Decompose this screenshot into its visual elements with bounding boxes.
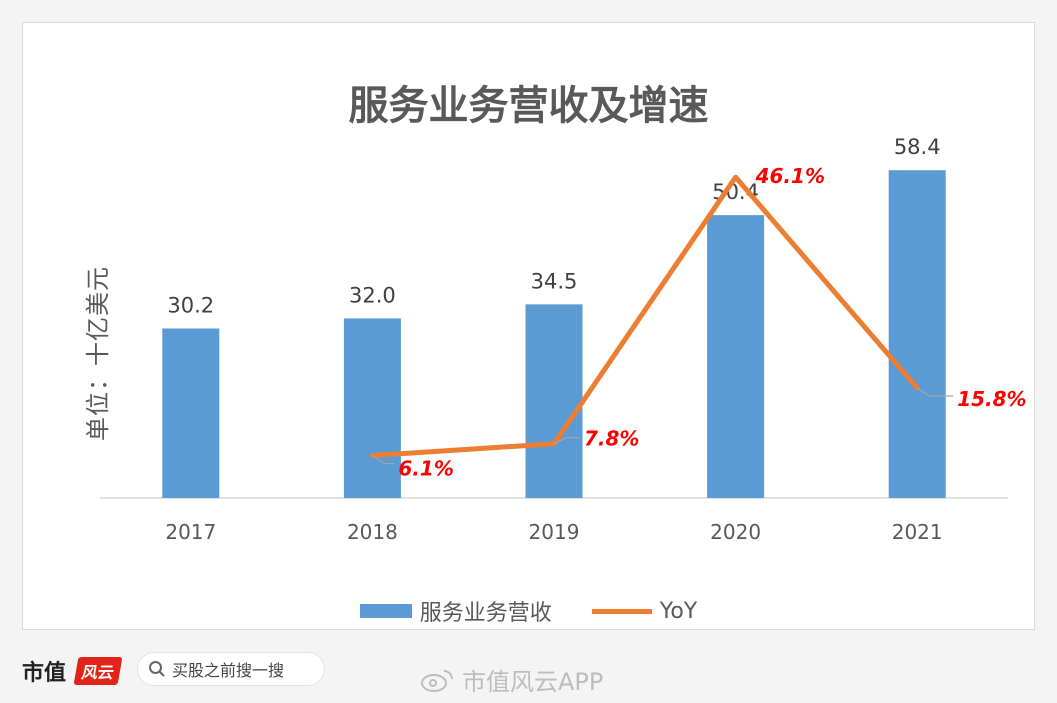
- bar-2018: [343, 318, 401, 498]
- yoy-label-2018: 6.1%: [398, 457, 453, 481]
- legend-swatch-line: [591, 608, 652, 614]
- weibo-watermark: 市值风云APP: [420, 662, 603, 697]
- x-tick-2019: 2019: [529, 520, 580, 544]
- yoy-line: [369, 174, 920, 459]
- bar-label-2021: 58.4: [894, 135, 941, 159]
- search-placeholder: 买股之前搜一搜: [172, 661, 285, 680]
- weibo-icon: [421, 669, 453, 692]
- yoy-leader-2019: [553, 437, 580, 445]
- legend-swatch-bar: [359, 604, 412, 618]
- x-tick-2018: 2018: [347, 520, 398, 544]
- legend-label-line: YoY: [659, 598, 698, 624]
- brand-name: 市值: [22, 661, 67, 686]
- yoy-label-2021: 15.8%: [957, 387, 1026, 411]
- x-tick-2020: 2020: [710, 520, 761, 544]
- yoy-label-2020: 46.1%: [755, 164, 825, 188]
- x-tick-2021: 2021: [892, 520, 943, 544]
- bar-2017: [162, 328, 220, 498]
- search-icon: [149, 661, 165, 677]
- bar-label-2017: 30.2: [167, 293, 214, 317]
- legend-item-line: YoY: [591, 598, 698, 624]
- search-box[interactable]: 买股之前搜一搜: [137, 652, 325, 686]
- brand-logo: 风云: [73, 657, 123, 685]
- legend: 服务业务营收 YoY: [23, 595, 1034, 627]
- x-tick-2017: 2017: [165, 520, 216, 544]
- bar-label-2018: 32.0: [349, 283, 396, 307]
- bar-2021: [888, 170, 946, 498]
- bar-label-2019: 34.5: [531, 269, 578, 293]
- yoy-label-2019: 7.8%: [584, 427, 639, 451]
- yoy-leader-2021: [916, 387, 954, 397]
- yoy-leader-2018: [372, 455, 395, 465]
- legend-label-bar: 服务业务营收: [419, 601, 552, 626]
- bar-2020: [707, 215, 765, 498]
- bar-2019: [525, 304, 583, 498]
- brand: 市值 风云: [22, 655, 123, 687]
- legend-item-bar: 服务业务营收: [359, 595, 552, 627]
- chart-title: 服务业务营收及增速: [348, 83, 709, 129]
- weibo-handle: 市值风云APP: [462, 668, 604, 696]
